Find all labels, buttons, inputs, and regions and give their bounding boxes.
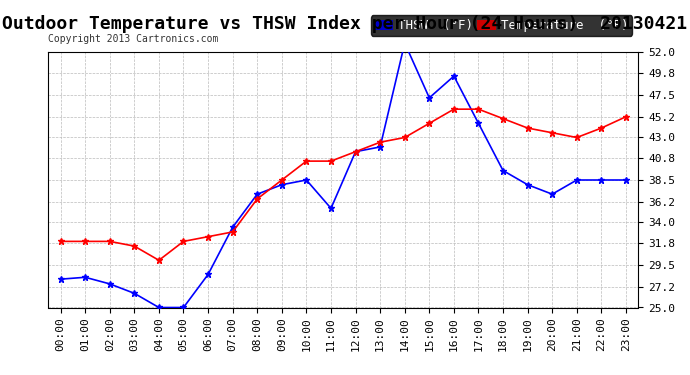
Legend: THSW  (°F), Temperature  (°F): THSW (°F), Temperature (°F) [371,15,632,36]
Text: Outdoor Temperature vs THSW Index per Hour (24 Hours)  20130421: Outdoor Temperature vs THSW Index per Ho… [3,15,687,33]
Text: Copyright 2013 Cartronics.com: Copyright 2013 Cartronics.com [48,34,219,44]
